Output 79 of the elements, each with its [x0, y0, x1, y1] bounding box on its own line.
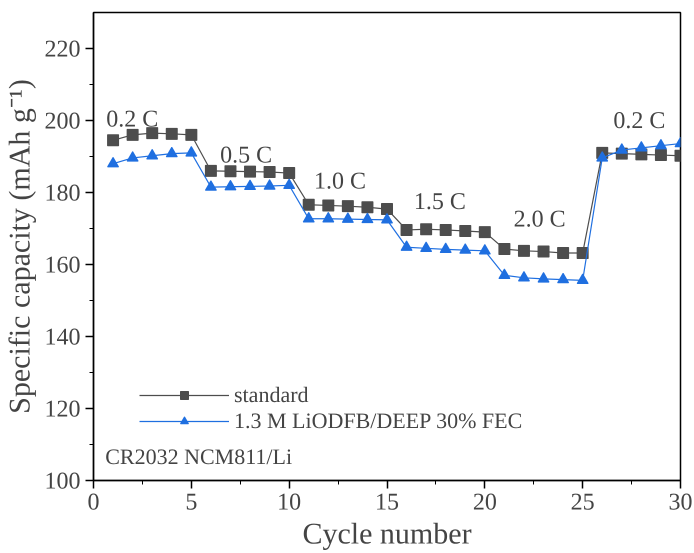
point [381, 213, 393, 224]
point [381, 203, 393, 216]
point [342, 200, 354, 212]
point [361, 201, 374, 214]
point [459, 225, 472, 238]
point [576, 273, 589, 284]
point [126, 128, 139, 141]
y-tick-label: 100 [44, 468, 80, 494]
point [478, 244, 491, 254]
point [557, 246, 570, 259]
x-tick-label: 20 [472, 490, 497, 516]
x-tick-label: 15 [375, 490, 399, 516]
point [557, 272, 570, 284]
point [518, 244, 530, 257]
point [166, 146, 178, 158]
point [264, 179, 276, 190]
point [459, 243, 472, 254]
point [146, 148, 158, 160]
point [322, 199, 334, 212]
annotation: 0.2 C [613, 108, 666, 134]
point [654, 138, 667, 150]
point [283, 167, 296, 180]
y-tick-label: 160 [44, 252, 80, 278]
point [244, 180, 256, 190]
point [204, 180, 217, 191]
point [440, 224, 452, 236]
y-tick-label: 120 [44, 396, 80, 422]
point [185, 146, 198, 157]
point [302, 212, 315, 222]
point [400, 240, 413, 251]
point [283, 178, 296, 189]
point [440, 242, 452, 254]
point [166, 128, 178, 140]
point [126, 151, 139, 162]
y-tick-label: 180 [44, 180, 80, 206]
annotation: 0.2 C [106, 106, 158, 132]
x-axis-title: Cycle number [302, 518, 472, 550]
annotation: 2.0 C [514, 206, 566, 232]
annotation: 0.5 C [220, 142, 272, 168]
point [538, 246, 550, 258]
point [322, 212, 334, 222]
point [498, 268, 510, 279]
x-tick-label: 5 [185, 490, 198, 516]
y-tick-label: 220 [44, 36, 80, 62]
legend-label: standard [234, 382, 309, 408]
point [518, 270, 530, 282]
point [224, 165, 236, 178]
point [302, 198, 315, 211]
point [400, 224, 413, 236]
x-tick-label: 0 [88, 490, 100, 516]
point [654, 149, 667, 162]
point [420, 241, 432, 252]
y-tick-label: 140 [44, 324, 80, 350]
point [244, 166, 256, 178]
point [224, 180, 236, 190]
point [498, 243, 510, 256]
point [635, 141, 648, 152]
point [478, 226, 491, 238]
legend-label: 1.3 M LiODFB/DEEP 30% FEC [234, 408, 522, 434]
x-tick-label: 10 [277, 490, 302, 516]
annotation: CR2032 NCM811/Li [105, 444, 292, 469]
x-tick-label: 30 [668, 490, 692, 516]
x-tick-label: 25 [570, 490, 595, 516]
point [185, 128, 198, 141]
point [538, 272, 550, 283]
point [107, 134, 120, 146]
point [204, 164, 217, 177]
point [420, 223, 432, 236]
annotation: 1.5 C [414, 189, 466, 216]
point [107, 156, 120, 168]
y-axis-title: Specific capacity (mAh g⁻¹) [4, 79, 36, 414]
annotation: 1.0 C [314, 168, 366, 195]
y-tick-label: 200 [44, 108, 80, 134]
point [146, 127, 158, 140]
point [596, 151, 608, 162]
point [342, 212, 354, 223]
point [616, 143, 628, 154]
point [264, 166, 276, 178]
point [361, 212, 374, 224]
